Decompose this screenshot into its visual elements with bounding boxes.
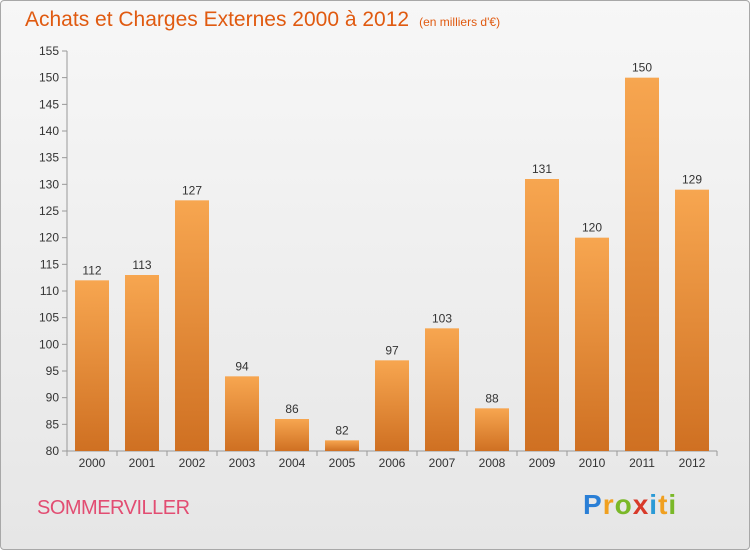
x-tick-label: 2002: [179, 456, 206, 470]
x-tick-label: 2009: [529, 456, 556, 470]
proxiti-logo-letter: r: [602, 489, 615, 520]
proxiti-logo-letter: i: [668, 489, 678, 520]
bar-2000[interactable]: [75, 280, 109, 451]
x-tick-label: 2006: [379, 456, 406, 470]
bar-2001[interactable]: [125, 275, 159, 451]
x-tick-label: 2012: [679, 456, 706, 470]
bar-2007[interactable]: [425, 328, 459, 451]
x-tick-label: 2001: [129, 456, 156, 470]
x-tick-label: 2011: [629, 456, 655, 470]
x-tick-label: 2003: [229, 456, 256, 470]
y-tick-label: 95: [46, 364, 60, 378]
proxiti-logo-letter: t: [658, 489, 669, 520]
bar-2003[interactable]: [225, 376, 259, 451]
data-label-2005: 82: [335, 423, 349, 437]
data-label-2010: 120: [582, 221, 602, 235]
y-tick-label: 140: [39, 124, 59, 138]
chart-title-block: Achats et Charges Externes 2000 à 2012 (e…: [25, 8, 500, 32]
y-tick-label: 90: [46, 391, 60, 405]
commune-name: SOMMERVILLER: [37, 497, 190, 519]
y-tick-label: 145: [39, 97, 59, 111]
y-tick-label: 135: [39, 151, 59, 165]
proxiti-logo-letter: x: [632, 489, 650, 520]
y-tick-label: 115: [40, 257, 59, 271]
chart-data-labels: 112 113 127 94 86 82 97 103 88 131 120 150 129: [82, 61, 702, 438]
bar-2005[interactable]: [325, 440, 359, 451]
data-label-2011: 150: [632, 61, 652, 75]
data-label-2007: 103: [432, 311, 452, 325]
x-tick-label: 2008: [479, 456, 506, 470]
bar-2011[interactable]: [625, 77, 659, 452]
y-tick-label: 85: [46, 417, 60, 431]
x-tick-label: 2010: [579, 456, 606, 470]
data-label-2006: 97: [385, 343, 399, 357]
y-tick-label: 155: [39, 44, 59, 58]
y-tick-label: 150: [39, 71, 59, 85]
data-label-2008: 88: [485, 391, 499, 405]
x-tick-label: 2000: [79, 456, 106, 470]
y-tick-label: 120: [39, 231, 59, 245]
x-tick-label: 2007: [429, 456, 456, 470]
y-tick-label: 100: [39, 337, 59, 351]
proxiti-logo[interactable]: Proxiti: [583, 489, 677, 521]
bar-2006[interactable]: [375, 360, 409, 451]
data-label-2003: 94: [235, 359, 249, 373]
chart-subtitle: (en milliers d'€): [419, 15, 501, 29]
chart-bars: [75, 77, 709, 452]
y-tick-label: 125: [39, 204, 59, 218]
proxiti-logo-letter: i: [649, 489, 659, 520]
bar-2010[interactable]: [575, 237, 609, 451]
bar-2004[interactable]: [275, 419, 309, 451]
proxiti-logo-letter: P: [583, 489, 603, 520]
data-label-2009: 131: [532, 162, 552, 176]
data-label-2002: 127: [182, 183, 202, 197]
y-tick-label: 130: [39, 177, 59, 191]
bar-2008[interactable]: [475, 408, 509, 451]
proxiti-logo-letter: o: [614, 489, 633, 520]
x-tick-label: 2004: [279, 456, 306, 470]
bar-2002[interactable]: [175, 200, 209, 451]
bar-2012[interactable]: [675, 189, 709, 451]
data-label-2000: 112: [82, 263, 101, 277]
data-label-2012: 129: [682, 173, 702, 187]
y-tick-label: 80: [46, 444, 60, 458]
y-tick-label: 105: [39, 311, 59, 325]
y-tick-label: 110: [40, 284, 59, 298]
x-tick-label: 2005: [329, 456, 356, 470]
data-label-2001: 113: [132, 258, 151, 272]
chart-title: Achats et Charges Externes 2000 à 2012: [25, 8, 410, 31]
data-label-2004: 86: [285, 402, 299, 416]
bar-2009[interactable]: [525, 179, 559, 451]
